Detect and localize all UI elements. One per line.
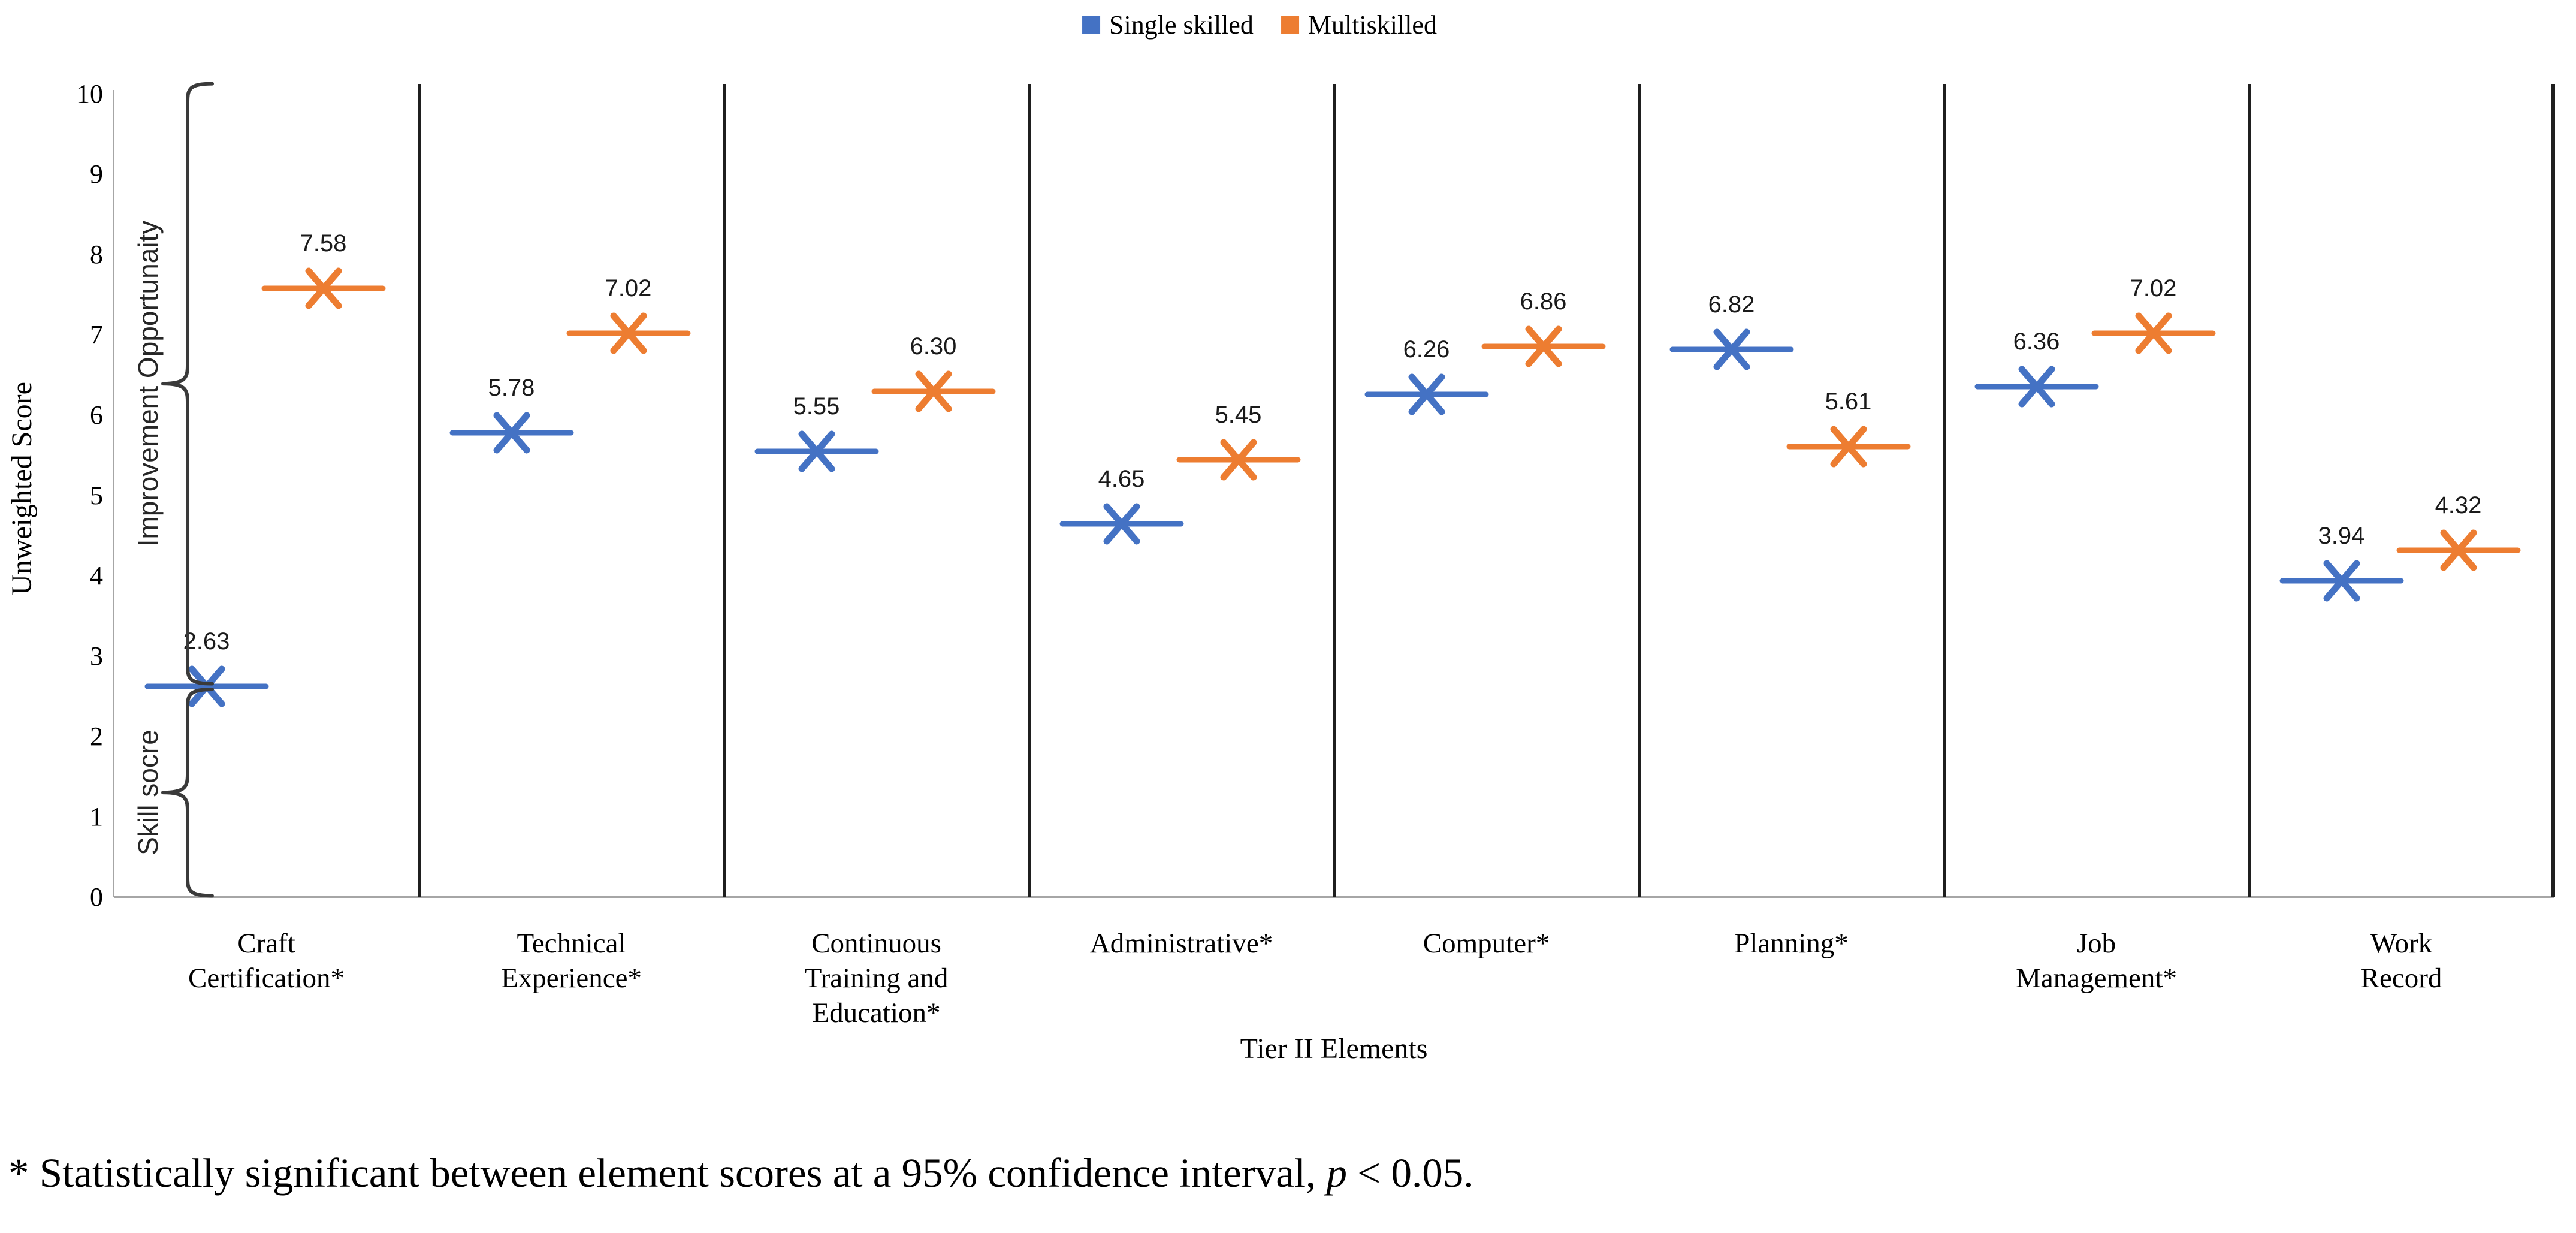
y-tick-label-6: 6 [90, 400, 103, 430]
category-label: Job Management* [1944, 926, 2249, 996]
category-label: Technical Experience* [419, 926, 724, 996]
marker-multiskilled-3-icon [871, 370, 995, 412]
category-label-line: Computer* [1423, 928, 1550, 959]
y-tick-label-9: 9 [90, 159, 103, 189]
category-label-line: Record [2360, 963, 2442, 994]
category-label-line: Work [2370, 928, 2433, 959]
footnote-suffix: < 0.05. [1347, 1150, 1474, 1196]
chart-legend: Single skilled Multiskilled [1082, 10, 1437, 40]
y-tick-label-5: 5 [90, 481, 103, 510]
category-label: Continuous Training and Education* [724, 926, 1029, 1030]
legend-item-multiskilled: Multiskilled [1281, 10, 1437, 40]
y-tick-label-10: 10 [77, 79, 103, 108]
legend-label-multiskilled: Multiskilled [1307, 10, 1437, 40]
category-separator [1942, 84, 1946, 897]
footnote: * Statistically significant between elem… [8, 1150, 1473, 1197]
marker-single-skilled-5-icon [1364, 373, 1488, 415]
y-tick-label-7: 7 [90, 320, 103, 349]
marker-single-skilled-2-icon [449, 412, 573, 454]
category-label: Craft Certification* [114, 926, 419, 996]
marker-multiskilled-6-icon [1786, 426, 1910, 468]
y-tick-label-8: 8 [90, 240, 103, 269]
brace-label-skill-socre: Skill socre [132, 729, 164, 855]
category-label-line: Continuous [811, 928, 941, 959]
brace-icon [161, 82, 214, 686]
category-label-line: Education* [812, 997, 941, 1029]
y-tick-label-1: 1 [90, 802, 103, 831]
category-label-line: Experience* [501, 963, 642, 994]
marker-multiskilled-8-icon [2396, 529, 2520, 571]
data-label-multiskilled-8: 4.32 [2435, 492, 2482, 519]
category-separator [1027, 84, 1031, 897]
data-label-single-skilled-5: 6.26 [1403, 336, 1450, 363]
marker-multiskilled-4-icon [1176, 439, 1300, 481]
footnote-text: * Statistically significant between elem… [8, 1150, 1327, 1196]
category-label-line: Planning* [1734, 928, 1849, 959]
marker-single-skilled-4-icon [1059, 503, 1183, 545]
data-label-single-skilled-4: 4.65 [1098, 465, 1145, 492]
category-label-line: Administrative* [1089, 928, 1273, 959]
data-label-single-skilled-2: 5.78 [488, 375, 535, 402]
data-label-single-skilled-3: 5.55 [793, 393, 840, 420]
y-tick-label-3: 3 [90, 641, 103, 671]
category-separator [1637, 84, 1641, 897]
marker-multiskilled-2-icon [566, 312, 690, 354]
data-label-single-skilled-6: 6.82 [1708, 291, 1755, 318]
marker-multiskilled-5-icon [1481, 325, 1605, 367]
data-label-multiskilled-7: 7.02 [2130, 275, 2177, 302]
category-label-line: Certification* [188, 963, 345, 994]
category-label: Planning* [1639, 926, 1944, 961]
legend-swatch-multiskilled-icon [1281, 16, 1299, 34]
category-separator [417, 84, 421, 897]
y-axis-line [113, 90, 114, 897]
marker-single-skilled-8-icon [2279, 560, 2403, 602]
footnote-p-symbol: p [1326, 1150, 1348, 1196]
category-label: Computer* [1334, 926, 1639, 961]
category-label-line: Technical [517, 928, 626, 959]
data-label-multiskilled-2: 7.02 [605, 275, 652, 302]
marker-single-skilled-3-icon [754, 430, 878, 472]
category-separator [2247, 84, 2251, 897]
y-tick-label-0: 0 [90, 882, 103, 912]
data-label-multiskilled-5: 6.86 [1520, 288, 1567, 315]
marker-multiskilled-7-icon [2091, 312, 2215, 354]
data-label-single-skilled-7: 6.36 [2013, 328, 2060, 355]
y-tick-label-2: 2 [90, 722, 103, 751]
category-label-line: Craft [237, 928, 295, 959]
legend-item-single-skilled: Single skilled [1082, 10, 1254, 40]
y-tick-label-4: 4 [90, 561, 103, 590]
category-label: Work Record [2249, 926, 2554, 996]
brace-icon [161, 687, 214, 898]
legend-swatch-single-skilled-icon [1082, 16, 1101, 34]
category-label-line: Job [2076, 928, 2116, 959]
category-separator [1332, 84, 1336, 897]
marker-multiskilled-1-icon [261, 267, 385, 309]
data-label-multiskilled-6: 5.61 [1825, 388, 1872, 415]
data-label-multiskilled-4: 5.45 [1215, 401, 1262, 428]
x-axis-title: Tier II Elements [1240, 1033, 1428, 1065]
category-separator [722, 84, 726, 897]
data-label-multiskilled-3: 6.30 [910, 333, 957, 360]
category-label-line: Management* [2016, 963, 2177, 994]
plot-right-border [2551, 84, 2555, 897]
category-label: Administrative* [1029, 926, 1334, 961]
marker-single-skilled-6-icon [1669, 328, 1793, 370]
category-label-line: Training and [804, 963, 949, 994]
marker-single-skilled-7-icon [1974, 366, 2098, 408]
data-label-multiskilled-1: 7.58 [300, 230, 347, 257]
data-label-single-skilled-8: 3.94 [2318, 523, 2365, 550]
legend-label-single-skilled: Single skilled [1109, 10, 1254, 40]
